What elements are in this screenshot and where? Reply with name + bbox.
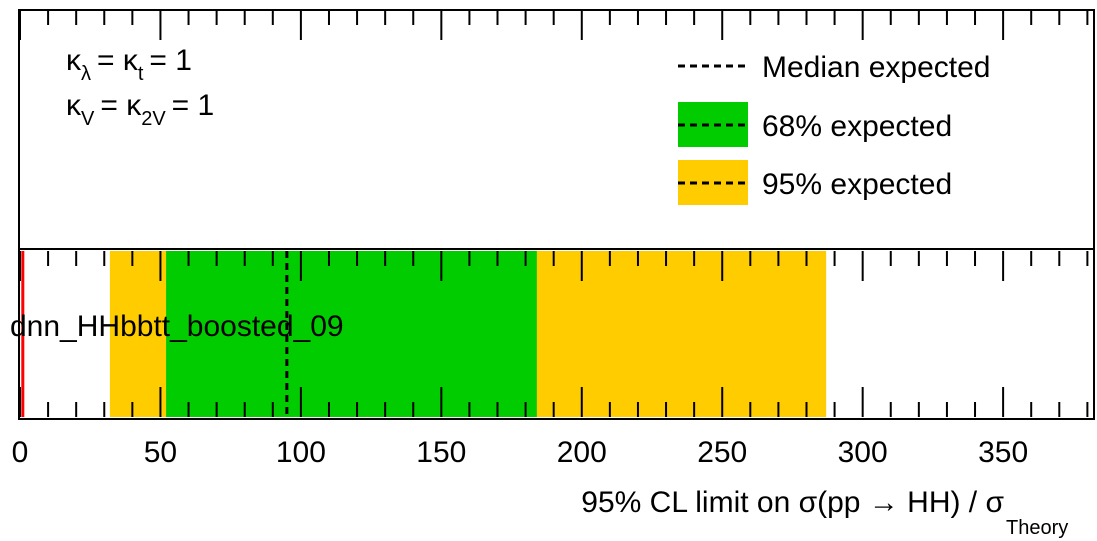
legend-95-swatch (678, 160, 748, 205)
legend-entry-median: Median expected (678, 51, 991, 84)
band-68 (166, 251, 537, 417)
legend-95-label: 95% expected (762, 168, 952, 201)
x-tick-label: 200 (557, 436, 607, 469)
annotation-kappa-2: κV = κ2V = 1 (66, 89, 214, 130)
legend-68-label: 68% expected (762, 110, 952, 143)
legend: Median expected 68% expected 95% expecte… (678, 51, 991, 205)
legend-68-swatch (678, 102, 748, 147)
plot-frame (18, 248, 1095, 420)
category-label: dnn_HHbbtt_boosted_09 (10, 310, 344, 343)
x-tick-label: 300 (838, 436, 888, 469)
svg-text:κV= κ2V= 1: κV = κ2V = 1 (66, 89, 214, 130)
x-tick-label: 350 (978, 436, 1028, 469)
x-axis-tick-labels: 0 50 100 150 200 250 300 350 (12, 436, 1028, 469)
plot-area: dnn_HHbbtt_boosted_09 (10, 10, 1095, 420)
x-axis-title: 95% CL limit on σ(pp → HH) / σ Theory (581, 486, 1068, 539)
svg-text:κλ= κt= 1: κλ = κt = 1 (66, 44, 192, 85)
x-tick-label: 100 (276, 436, 326, 469)
legend-entry-95: 95% expected (678, 160, 952, 205)
x-tick-label: 250 (697, 436, 747, 469)
x-axis-title-subscript: Theory (1006, 517, 1068, 539)
x-axis-title-main: 95% CL limit on σ(pp → HH) / σ (581, 486, 1004, 519)
legend-median-label: Median expected (762, 51, 991, 84)
x-tick-label: 150 (416, 436, 466, 469)
annotation-kappa-1: κλ = κt = 1 (66, 44, 192, 85)
legend-entry-68: 68% expected (678, 102, 952, 147)
x-tick-label: 50 (144, 436, 177, 469)
x-tick-label: 0 (12, 436, 29, 469)
